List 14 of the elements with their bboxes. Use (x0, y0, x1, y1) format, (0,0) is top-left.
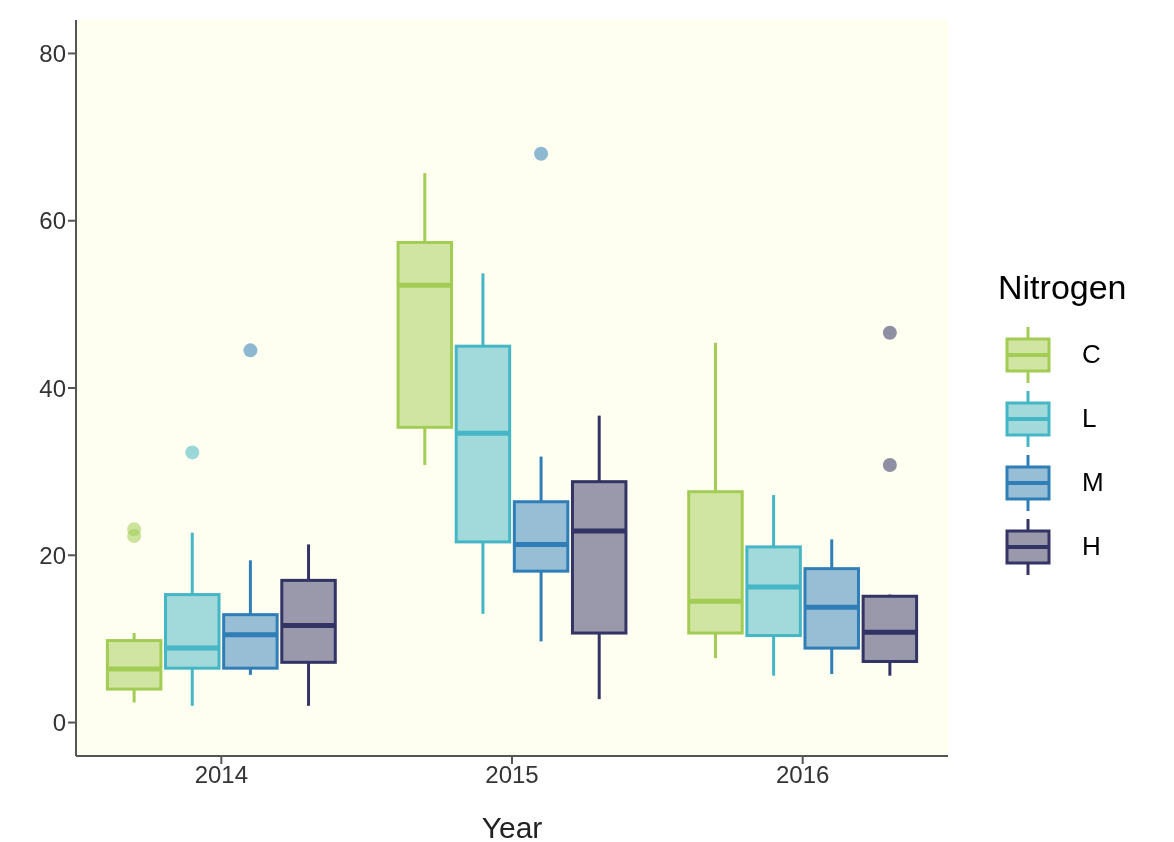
legend-label: H (1082, 531, 1101, 562)
legend-label: L (1082, 403, 1097, 434)
x-tick-label: 2014 (194, 761, 249, 789)
y-tick-label: 40 (39, 374, 66, 402)
x-tick-label: 2016 (775, 761, 830, 789)
y-tick-label: 60 (39, 207, 66, 235)
y-tick-label: 80 (39, 39, 66, 67)
legend-label: C (1082, 339, 1101, 370)
x-tick-label: 2015 (485, 761, 539, 789)
legend-label: M (1082, 467, 1104, 498)
legend-title: Nitrogen (998, 267, 1128, 307)
y-tick-label: 0 (52, 709, 66, 737)
y-tick-label: 20 (39, 541, 66, 569)
x-axis-title: Year (481, 811, 543, 842)
